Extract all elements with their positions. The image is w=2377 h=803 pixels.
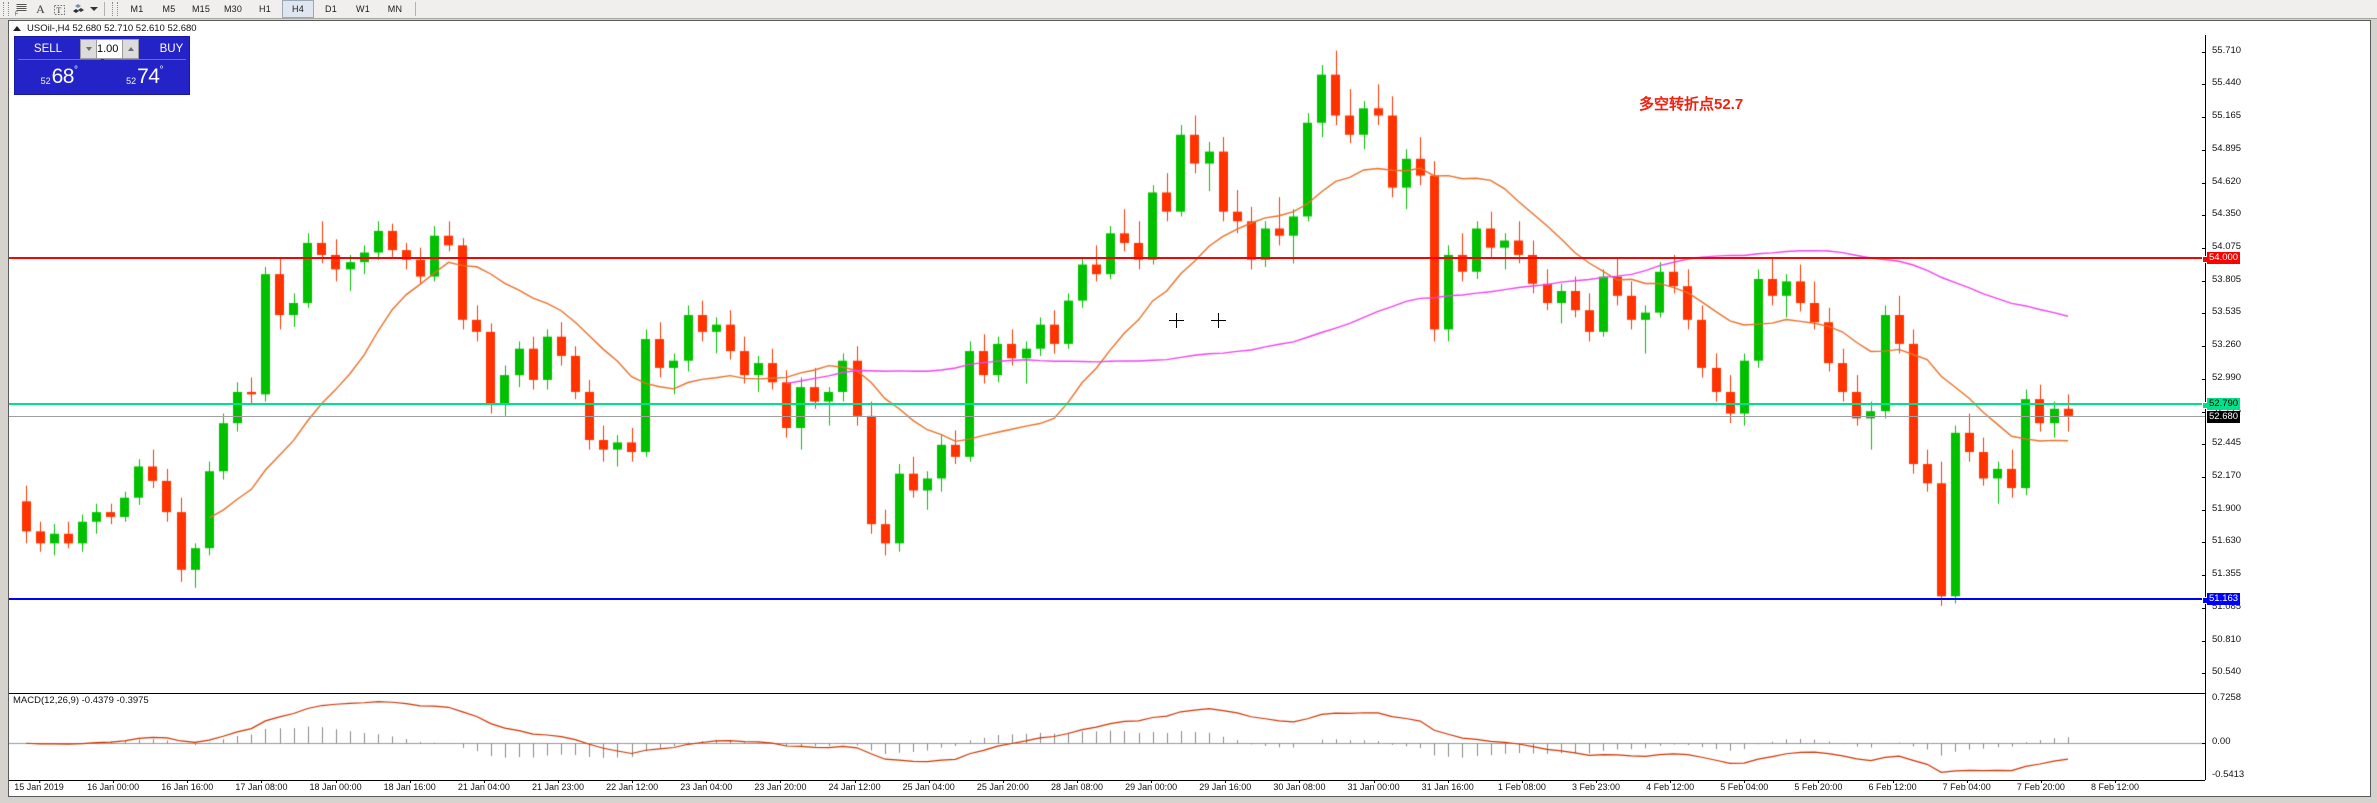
timeframe-h1[interactable]: H1 [259,4,271,14]
time-tick-label: 16 Jan 00:00 [87,780,140,792]
text-label-icon[interactable]: A [36,1,45,16]
time-tick-label: 6 Feb 12:00 [1868,780,1917,792]
time-tick-label: 16 Jan 16:00 [161,780,214,792]
time-tick-label: 15 Jan 2019 [14,780,64,792]
time-tick-label: 17 Jan 08:00 [235,780,288,792]
toolbar-separator-2 [415,2,416,16]
time-tick-label: 4 Feb 12:00 [1646,780,1695,792]
svg-text:T: T [56,6,61,15]
sell-price-big: 68 [51,65,75,88]
symbol-ohlc-text: USOil-,H4 52.680 52.710 52.610 52.680 [27,22,197,34]
main-toolbar: F A T M1 M5 M15 M30 H1 H4 D1 W1 MN [0,0,2377,19]
support-line[interactable] [9,597,2209,605]
time-tick-label: 18 Jan 00:00 [309,780,362,792]
timeframe-d1[interactable]: D1 [325,4,337,14]
sell-price-display[interactable]: 52 68 ° [18,59,101,89]
volume-increment-button[interactable] [122,39,140,59]
pivot-line[interactable] [9,401,2209,409]
sell-price-fraction: ° [73,65,78,76]
time-tick-label: 1 Feb 08:00 [1497,780,1546,792]
time-tick-label: 28 Jan 08:00 [1050,780,1104,792]
buy-price-display[interactable]: 52 74 ° [103,59,186,89]
timeframe-h4[interactable]: H4 [282,0,314,18]
timeframe-w1[interactable]: W1 [356,4,370,14]
time-tick-label: 3 Feb 23:00 [1571,780,1621,792]
time-tick-label: 30 Jan 08:00 [1273,780,1326,792]
timeframe-m30[interactable]: M30 [223,4,243,14]
time-tick-label: 29 Jan 00:00 [1125,780,1178,792]
chart-window[interactable]: USOil-,H4 52.680 52.710 52.610 52.680 SE… [8,20,2371,797]
time-axis[interactable]: 15 Jan 2019 16 Jan 00:00 16 Jan 16:00 17 Ja… [9,780,2205,796]
buy-price-fraction: ° [159,65,164,76]
buy-price-prefix: 52 [126,76,137,86]
macd-canvas [9,694,2205,780]
time-tick-label: 18 Jan 16:00 [383,780,436,792]
time-tick-label: 7 Feb 20:00 [2016,780,2065,792]
macd-indicator-label: MACD(12,26,9) -0.4379 -0.3975 [13,695,149,706]
buy-button[interactable]: BUY [159,43,184,55]
time-tick-label: 7 Feb 04:00 [1942,780,1991,792]
symbol-info-bar: USOil-,H4 52.680 52.710 52.610 52.680 [9,21,197,35]
candlestick-canvas [9,35,2205,690]
volume-decrement-button[interactable] [80,39,97,59]
objects-list-icon[interactable] [70,1,87,17]
time-tick-label: 24 Jan 12:00 [828,780,881,792]
current-price-line-tag: 52.680 [2207,410,2241,423]
sell-price-prefix: 52 [40,76,51,86]
time-tick-label: 31 Jan 00:00 [1347,780,1400,792]
one-click-trading-panel[interactable]: SELL 1.00 BUY 52 68 ° 52 74 ° [14,36,190,95]
chevron-down-icon[interactable] [89,1,99,17]
text-box-icon[interactable]: T [51,1,68,17]
time-tick-label: 5 Feb 20:00 [1794,780,1843,792]
time-tick-label: 5 Feb 04:00 [1720,780,1769,792]
chart-annotation-text: 多空转折点52.7 [1639,96,1744,113]
time-tick-label: 29 Jan 16:00 [1199,780,1252,792]
triangle-up-icon[interactable] [13,25,21,31]
crosshair-grid-icon[interactable]: F [13,1,30,17]
timeframe-mn[interactable]: MN [387,4,403,14]
time-tick-label: 22 Jan 12:00 [606,780,659,792]
macd-axis[interactable]: 0.7258 0.00 -0.5413 [2202,692,2369,780]
timeframe-grip[interactable] [112,2,118,16]
timeframe-m1[interactable]: M1 [130,4,144,14]
toolbar-separator [104,2,105,16]
time-tick-label: 31 Jan 16:00 [1421,780,1474,792]
current-price-line[interactable] [9,415,2205,417]
price-axis[interactable]: 55.710 55.440 55.165 54.895 54.620 54.350 54.0… [2202,35,2369,690]
price-plot-area[interactable]: 多空转折点52.7 [9,35,2209,690]
pivot-line-tag: 52.790 [2207,397,2241,410]
time-tick-label: 25 Jan 20:00 [976,780,1029,792]
sell-button[interactable]: SELL [33,43,63,55]
time-tick-label: 21 Jan 23:00 [531,780,585,792]
status-bar [0,797,2377,803]
timeframe-m5[interactable]: M5 [162,4,176,14]
time-tick-label: 25 Jan 04:00 [902,780,955,792]
time-tick-label: 23 Jan 20:00 [754,780,807,792]
time-tick-label: 23 Jan 04:00 [680,780,733,792]
support-line-tag: 51.163 [2207,593,2241,606]
time-tick-label: 8 Feb 12:00 [2090,780,2140,792]
time-tick-label: 21 Jan 04:00 [457,780,510,792]
buy-price-big: 74 [137,65,160,88]
timeframe-m15[interactable]: M15 [191,4,211,14]
volume-input[interactable]: 1.00 [97,39,123,59]
macd-subwindow[interactable]: MACD(12,26,9) -0.4379 -0.3975 [9,693,2205,781]
toolbar-grip[interactable] [3,2,9,16]
resistance-line-tag: 54.000 [2207,252,2241,265]
resistance-line[interactable] [9,256,2209,264]
svg-text:F: F [15,11,18,16]
timeframe-group: M1 M5 M15 M30 H1 H4 D1 W1 MN [121,0,411,18]
